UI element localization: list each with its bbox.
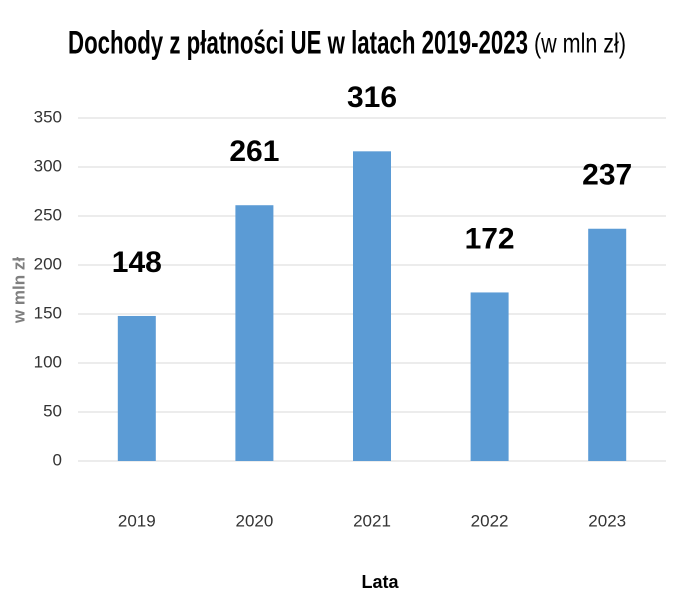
y-tick-label: 350 [34, 107, 62, 126]
data-label: 237 [582, 159, 632, 192]
bar [235, 205, 274, 461]
x-tick-label: 2022 [471, 511, 509, 530]
y-tick-label: 250 [34, 205, 62, 224]
y-tick-label: 300 [34, 156, 62, 175]
x-tick-label: 2021 [353, 511, 391, 530]
y-tick-label: 100 [34, 352, 62, 371]
x-tick-label: 2020 [235, 511, 273, 530]
y-tick-label: 0 [53, 450, 62, 469]
bar [353, 151, 391, 461]
data-label: 172 [465, 222, 515, 255]
bar [470, 292, 509, 461]
chart-title: Dochody z płatności UE w latach 2019-202… [68, 24, 528, 60]
bar [588, 228, 627, 461]
bar [117, 315, 156, 461]
x-tick-label: 2019 [118, 511, 156, 530]
y-tick-label: 150 [34, 303, 62, 322]
y-tick-label: 200 [34, 254, 62, 273]
x-axis-label: Lata [361, 572, 399, 592]
y-tick-label: 50 [43, 401, 62, 420]
x-tick-label: 2023 [588, 511, 626, 530]
chart-subtitle: (w mln zł) [534, 27, 626, 58]
data-label: 148 [112, 246, 162, 279]
data-label: 261 [229, 135, 279, 168]
y-axis-label: w mln zł [9, 257, 28, 324]
data-label: 316 [347, 81, 397, 114]
